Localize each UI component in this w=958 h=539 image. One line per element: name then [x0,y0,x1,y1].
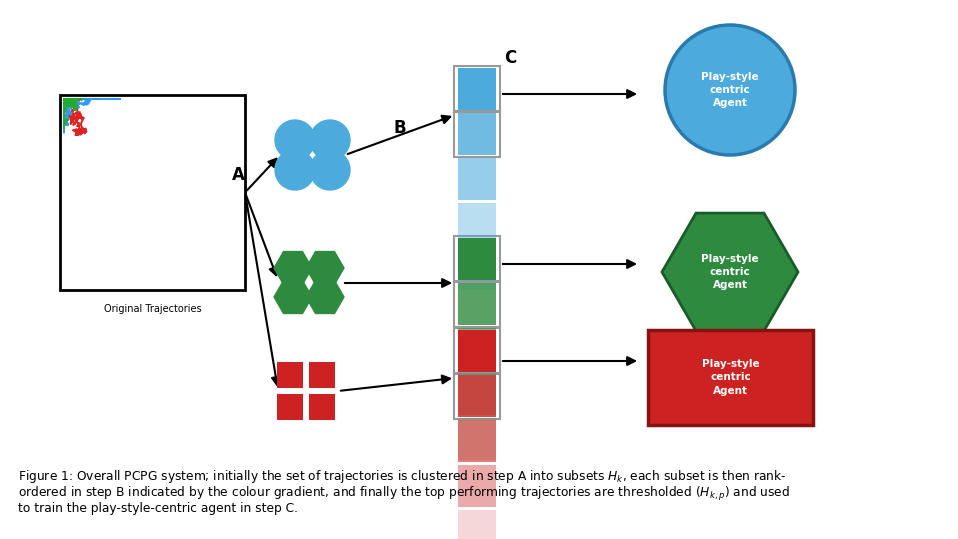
FancyBboxPatch shape [458,330,496,372]
FancyBboxPatch shape [458,420,496,462]
FancyBboxPatch shape [458,465,496,507]
FancyBboxPatch shape [458,238,496,280]
FancyBboxPatch shape [458,375,496,417]
FancyBboxPatch shape [309,362,335,388]
FancyBboxPatch shape [458,68,496,110]
FancyBboxPatch shape [277,362,303,388]
FancyBboxPatch shape [458,248,496,290]
FancyBboxPatch shape [458,113,496,155]
Text: ordered in step B indicated by the colour gradient, and finally the top performi: ordered in step B indicated by the colou… [18,485,790,503]
FancyBboxPatch shape [458,283,496,325]
FancyBboxPatch shape [458,373,496,415]
FancyBboxPatch shape [60,95,245,290]
Text: B: B [394,119,406,137]
Text: C: C [504,49,516,67]
Text: Play-style
centric
Agent: Play-style centric Agent [701,72,759,108]
FancyBboxPatch shape [648,330,813,425]
Circle shape [310,150,350,190]
Text: Play-style
centric
Agent: Play-style centric Agent [701,254,759,290]
Circle shape [310,120,350,160]
Text: Play-style
centric
Agent: Play-style centric Agent [701,360,760,396]
FancyBboxPatch shape [309,394,335,420]
FancyBboxPatch shape [277,394,303,420]
Circle shape [275,120,315,160]
FancyBboxPatch shape [458,328,496,370]
Circle shape [275,150,315,190]
Text: to train the play-style-centric agent in step C.: to train the play-style-centric agent in… [18,502,298,515]
Circle shape [665,25,795,155]
Text: Original Trajectories: Original Trajectories [103,304,201,314]
Text: A: A [232,166,244,184]
FancyBboxPatch shape [458,510,496,539]
FancyBboxPatch shape [458,418,496,460]
Text: Figure 1: Overall PCPG system; initially the set of trajectories is clustered in: Figure 1: Overall PCPG system; initially… [18,468,787,485]
FancyBboxPatch shape [458,203,496,245]
FancyBboxPatch shape [458,158,496,200]
